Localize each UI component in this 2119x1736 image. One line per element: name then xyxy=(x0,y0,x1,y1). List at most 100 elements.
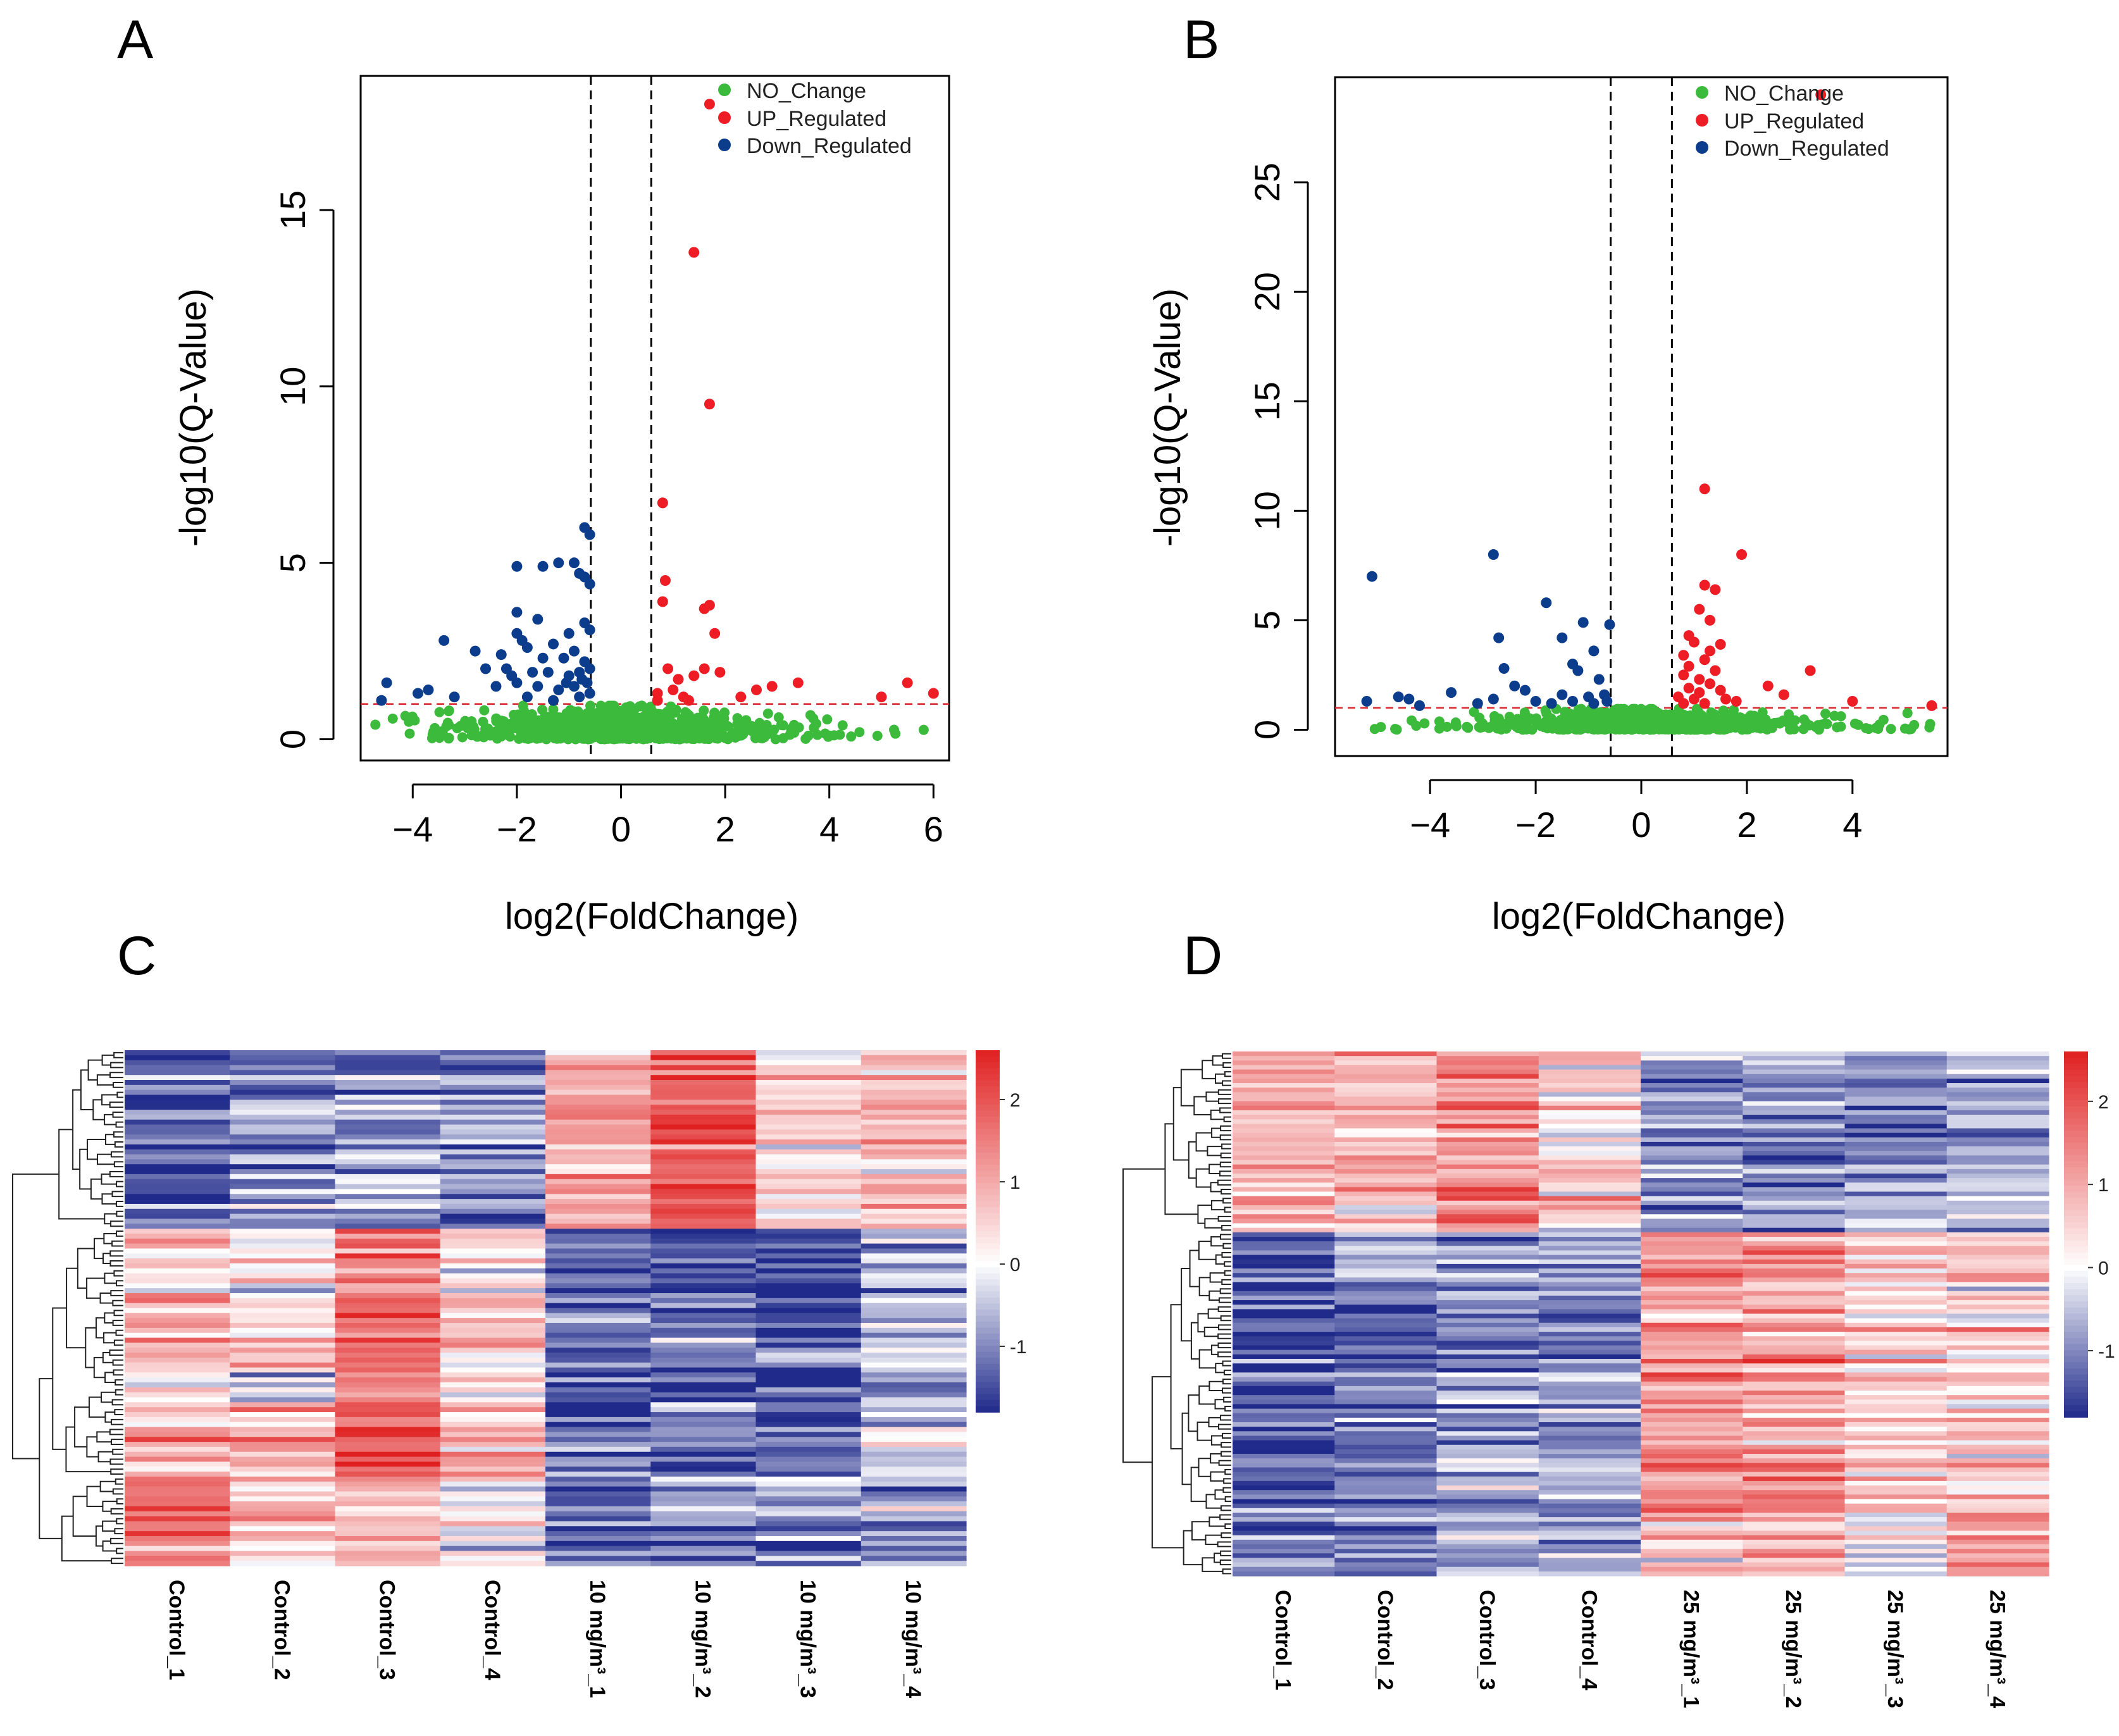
heatmap-cell xyxy=(230,1169,336,1175)
no-change-point xyxy=(430,722,440,733)
legend-gradient-step xyxy=(976,1261,1000,1268)
heatmap-cell xyxy=(1641,1263,1743,1269)
heatmap-cell xyxy=(1233,1196,1335,1201)
no-change-point xyxy=(1540,705,1551,716)
heatmap-cell xyxy=(1844,1490,1948,1495)
heatmap-cell xyxy=(125,1481,230,1487)
heatmap-cell xyxy=(1946,1318,2049,1324)
heatmap-cell xyxy=(1538,1408,1641,1414)
heatmap-cell xyxy=(650,1084,757,1091)
dendrogram-branch xyxy=(1217,1306,1231,1312)
down-regulated-point xyxy=(423,684,434,695)
heatmap-cell xyxy=(545,1119,651,1125)
legend-gradient-step xyxy=(2064,1411,2088,1418)
heatmap-cell xyxy=(1743,1187,1846,1193)
heatmap-cell xyxy=(1844,1539,1948,1545)
x-tick-label: 0 xyxy=(1631,805,1651,845)
heatmap-cell xyxy=(650,1213,757,1220)
heatmap-cell xyxy=(1436,1232,1539,1237)
heatmap-cell xyxy=(1334,1237,1438,1242)
heatmap-cell xyxy=(1641,1422,1743,1427)
heatmap-cell xyxy=(440,1105,546,1110)
heatmap-cell xyxy=(755,1110,862,1115)
heatmap-cell xyxy=(861,1110,967,1115)
heatmap-cell xyxy=(1538,1300,1641,1305)
heatmap-cell xyxy=(335,1332,441,1339)
heatmap-cell xyxy=(650,1442,757,1448)
heatmap-cell xyxy=(1844,1377,1948,1382)
no-change-point xyxy=(1407,715,1417,726)
no-change-point xyxy=(1573,704,1584,715)
heatmap-cell xyxy=(861,1511,967,1517)
heatmap-cell xyxy=(1844,1413,1948,1418)
heatmap-cell xyxy=(1334,1440,1438,1446)
heatmap-cell xyxy=(335,1387,441,1393)
heatmap-cell xyxy=(1641,1155,1743,1161)
x-axis-b: −4 −2 0 2 4 xyxy=(1410,779,1862,845)
heatmap-cell xyxy=(545,1313,651,1318)
heatmap-cell xyxy=(861,1546,967,1552)
heatmap-cell xyxy=(1641,1196,1743,1201)
heatmap-cell xyxy=(440,1144,546,1150)
down-regulated-point xyxy=(381,677,392,688)
heatmap-cell xyxy=(1946,1517,2049,1522)
heatmap-cell xyxy=(545,1342,651,1348)
legend-gradient-step xyxy=(976,1128,1000,1136)
heatmap-cell xyxy=(1334,1218,1438,1224)
heatmap-cell xyxy=(230,1213,336,1220)
heatmap-cell xyxy=(650,1238,757,1244)
dendrogram-branch xyxy=(1217,1089,1231,1095)
heatmap-cell xyxy=(1233,1427,1335,1432)
heatmap-cell xyxy=(1743,1282,1846,1287)
heatmap-cell xyxy=(650,1446,757,1453)
heatmap-cell xyxy=(125,1472,230,1477)
y-tick-label: 20 xyxy=(1247,272,1287,311)
heatmap-cell xyxy=(650,1060,757,1066)
heatmap-cell xyxy=(545,1114,651,1120)
heatmap-cell xyxy=(230,1273,336,1279)
heatmap-cell xyxy=(440,1511,546,1517)
heatmap-cell xyxy=(230,1134,336,1140)
heatmap-cell xyxy=(1233,1056,1335,1061)
heatmap-cell xyxy=(1334,1313,1438,1319)
heatmap-cell xyxy=(1538,1128,1641,1134)
heatmap-cell xyxy=(1436,1512,1539,1518)
heatmap-cell xyxy=(1233,1327,1335,1332)
heatmap-cell xyxy=(1743,1463,1846,1468)
dendrogram-branch xyxy=(102,1501,117,1512)
heatmap-cell xyxy=(1233,1223,1335,1229)
heatmap-cell xyxy=(1946,1210,2049,1215)
legend-gradient-step xyxy=(976,1146,1000,1153)
heatmap-cell xyxy=(1233,1341,1335,1346)
heatmap-cell xyxy=(545,1362,651,1368)
heatmap-cell xyxy=(230,1089,336,1096)
heatmap-cell xyxy=(1743,1132,1846,1138)
heatmap-cell xyxy=(1844,1485,1948,1491)
heatmap-cell xyxy=(1436,1539,1539,1545)
heatmap-cell xyxy=(1334,1458,1438,1463)
heatmap-cell xyxy=(1844,1318,1948,1324)
heatmap-cell xyxy=(861,1208,967,1215)
dendrogram-branch xyxy=(110,1220,123,1227)
heatmap-cell xyxy=(1538,1250,1641,1256)
heatmap-cell xyxy=(545,1075,651,1081)
dendrogram-branch xyxy=(1220,1315,1231,1322)
heatmap-cell xyxy=(230,1119,336,1125)
heatmap-cell xyxy=(1844,1404,1948,1410)
heatmap-cell xyxy=(1538,1435,1641,1441)
legend-gradient-step xyxy=(976,1086,1000,1093)
up-regulated-point xyxy=(1720,693,1732,705)
heatmap-cell xyxy=(1538,1273,1641,1278)
heatmap-cell xyxy=(125,1437,230,1442)
heatmap-cell xyxy=(230,1100,336,1105)
down-regulated-point xyxy=(548,638,559,650)
heatmap-cell xyxy=(1743,1286,1846,1292)
heatmap-cell xyxy=(1844,1096,1948,1102)
heatmap-cell xyxy=(1844,1408,1948,1414)
dendrogram-branch xyxy=(1223,1478,1231,1484)
heatmap-cell xyxy=(545,1551,651,1556)
heatmap-cell xyxy=(1946,1146,2049,1151)
heatmap-cell xyxy=(1946,1250,2049,1256)
down-regulated-point xyxy=(1567,695,1579,707)
heatmap-cell xyxy=(1844,1476,1948,1482)
